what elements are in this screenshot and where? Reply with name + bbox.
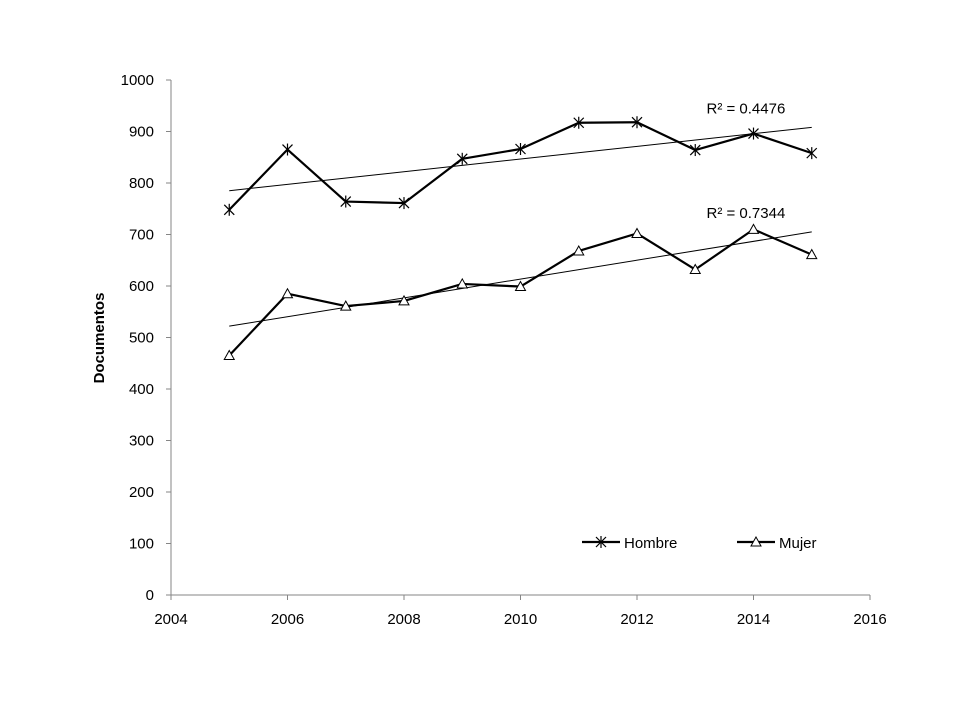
tick-labels: 0 100 200 300 400 500 600 700 800 900 1000 2004 2006…: [121, 72, 887, 628]
y-tick-label: 200: [129, 484, 154, 501]
x-tick-label: 2006: [271, 611, 304, 628]
y-tick-label: 300: [129, 433, 154, 450]
legend-marker: [750, 535, 762, 547]
x-tick-label: 2014: [737, 611, 770, 628]
x-tick-label: 2016: [853, 611, 886, 628]
trendline-mujer: [229, 231, 812, 327]
series-group: [223, 116, 818, 361]
data-point-hombre: [806, 147, 818, 160]
y-tick-label: 700: [129, 227, 154, 244]
y-tick-label: 800: [129, 175, 154, 192]
y-tick-label: 0: [146, 587, 154, 604]
r-squared-label: R² = 0.4476: [707, 100, 786, 117]
legend-label: Hombre: [624, 535, 677, 552]
x-tick-label: 2012: [620, 611, 653, 628]
y-tick-label: 400: [129, 381, 154, 398]
y-tick-label: 100: [129, 536, 154, 553]
data-point-hombre: [223, 203, 235, 216]
data-point-hombre: [398, 197, 410, 210]
data-point-hombre: [340, 195, 352, 208]
legend-item-hombre: Hombre: [582, 535, 677, 552]
data-point-hombre: [515, 143, 526, 156]
data-point-mujer: [572, 244, 585, 256]
data-point-hombre: [573, 116, 585, 129]
data-point-hombre: [748, 127, 759, 140]
data-point-mujer: [805, 248, 818, 260]
trendline-hombre: [229, 126, 812, 192]
data-point-hombre: [282, 143, 293, 156]
data-point-hombre: [631, 116, 643, 129]
legend: Hombre Mujer: [582, 535, 817, 552]
y-tick-label: 500: [129, 330, 154, 347]
r-squared-label: R² = 0.7344: [707, 205, 786, 222]
axes: [166, 79, 871, 600]
trendlines: R² = 0.4476 R² = 0.7344: [229, 100, 812, 327]
x-tick-label: 2010: [504, 611, 537, 628]
x-tick-label: 2004: [154, 611, 187, 628]
series-line-hombre: [228, 121, 813, 211]
data-point-mujer: [747, 223, 760, 234]
legend-label: Mujer: [779, 535, 817, 552]
x-tick-label: 2008: [387, 611, 420, 628]
data-point-mujer: [514, 280, 527, 292]
data-point-mujer: [339, 300, 352, 311]
y-axis-title: Documentos: [91, 293, 108, 384]
y-tick-label: 600: [129, 278, 154, 295]
data-point-mujer: [689, 263, 702, 275]
legend-item-mujer: Mujer: [737, 535, 817, 552]
data-point-hombre: [689, 144, 701, 157]
data-point-mujer: [398, 294, 410, 306]
data-point-mujer: [631, 227, 643, 238]
data-point-mujer: [223, 349, 236, 361]
y-tick-label: 1000: [121, 72, 154, 89]
legend-marker: [595, 536, 607, 548]
data-point-hombre: [456, 152, 468, 165]
data-point-mujer: [281, 287, 294, 299]
y-tick-label: 900: [129, 124, 154, 141]
series-line-mujer: [228, 228, 813, 357]
data-point-mujer: [456, 277, 469, 289]
